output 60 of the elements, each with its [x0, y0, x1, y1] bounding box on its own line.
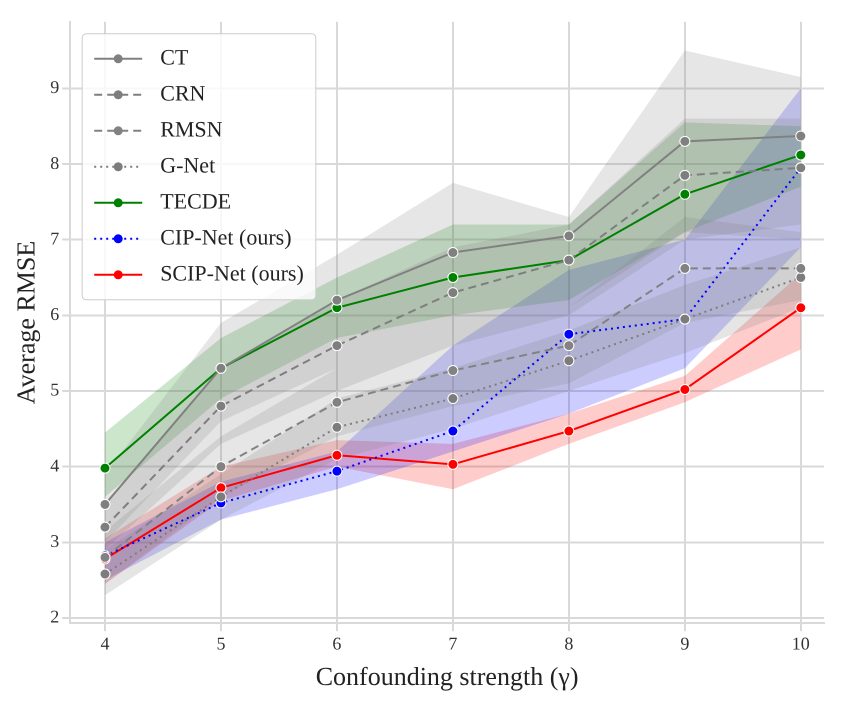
- x-tick-label: 6: [332, 634, 342, 654]
- point: [447, 287, 458, 298]
- legend-label: CIP-Net (ours): [160, 224, 292, 250]
- y-tick-label: 7: [50, 228, 60, 248]
- point: [447, 458, 458, 470]
- point: [447, 272, 458, 283]
- point: [331, 466, 342, 477]
- y-tick-label: 9: [50, 77, 60, 98]
- legend-label: CRN: [160, 80, 206, 106]
- point: [795, 302, 806, 314]
- point: [795, 130, 806, 142]
- y-tick-label: 2: [50, 606, 60, 627]
- point: [563, 340, 574, 352]
- point: [215, 491, 226, 502]
- point: [795, 149, 806, 160]
- point: [331, 340, 342, 352]
- legend-label: CT: [160, 44, 189, 70]
- x-tick-label: 10: [792, 634, 810, 654]
- point: [215, 400, 226, 412]
- point: [563, 426, 574, 437]
- point: [215, 482, 226, 494]
- x-tick-label: 8: [564, 634, 574, 654]
- point: [679, 262, 690, 274]
- point: [99, 568, 110, 580]
- point: [331, 422, 342, 433]
- point: [563, 355, 574, 366]
- y-tick-label: 5: [50, 380, 60, 400]
- point: [795, 262, 806, 274]
- y-tick-label: 6: [50, 304, 60, 324]
- point: [447, 247, 458, 258]
- point: [679, 170, 690, 181]
- point: [331, 396, 342, 408]
- y-tick-label: 4: [50, 455, 60, 476]
- legend-label: SCIP-Net (ours): [160, 260, 304, 286]
- point: [679, 136, 690, 147]
- x-tick-label: 4: [100, 634, 110, 654]
- x-tick-label: 9: [680, 634, 690, 654]
- point: [795, 272, 806, 283]
- y-tick-label: 3: [50, 530, 60, 551]
- legend-label: G-Net: [160, 152, 216, 178]
- point: [99, 522, 110, 533]
- x-axis-title: Confounding strength (γ): [316, 662, 578, 692]
- legend-label: TECDE: [160, 188, 232, 214]
- point: [447, 426, 458, 437]
- point: [679, 188, 690, 200]
- point: [563, 328, 574, 340]
- point: [679, 384, 690, 395]
- point: [563, 230, 574, 242]
- point: [331, 294, 342, 306]
- point: [331, 450, 342, 461]
- point: [99, 462, 110, 474]
- y-axis-title: Average RMSE: [11, 240, 40, 404]
- x-tick-label: 7: [448, 634, 458, 654]
- point: [215, 461, 226, 472]
- x-tick-label: 5: [216, 634, 226, 654]
- legend-label: RMSN: [160, 116, 223, 142]
- y-tick-label: 8: [50, 152, 60, 173]
- point: [447, 365, 458, 376]
- point: [447, 393, 458, 404]
- point: [99, 498, 110, 510]
